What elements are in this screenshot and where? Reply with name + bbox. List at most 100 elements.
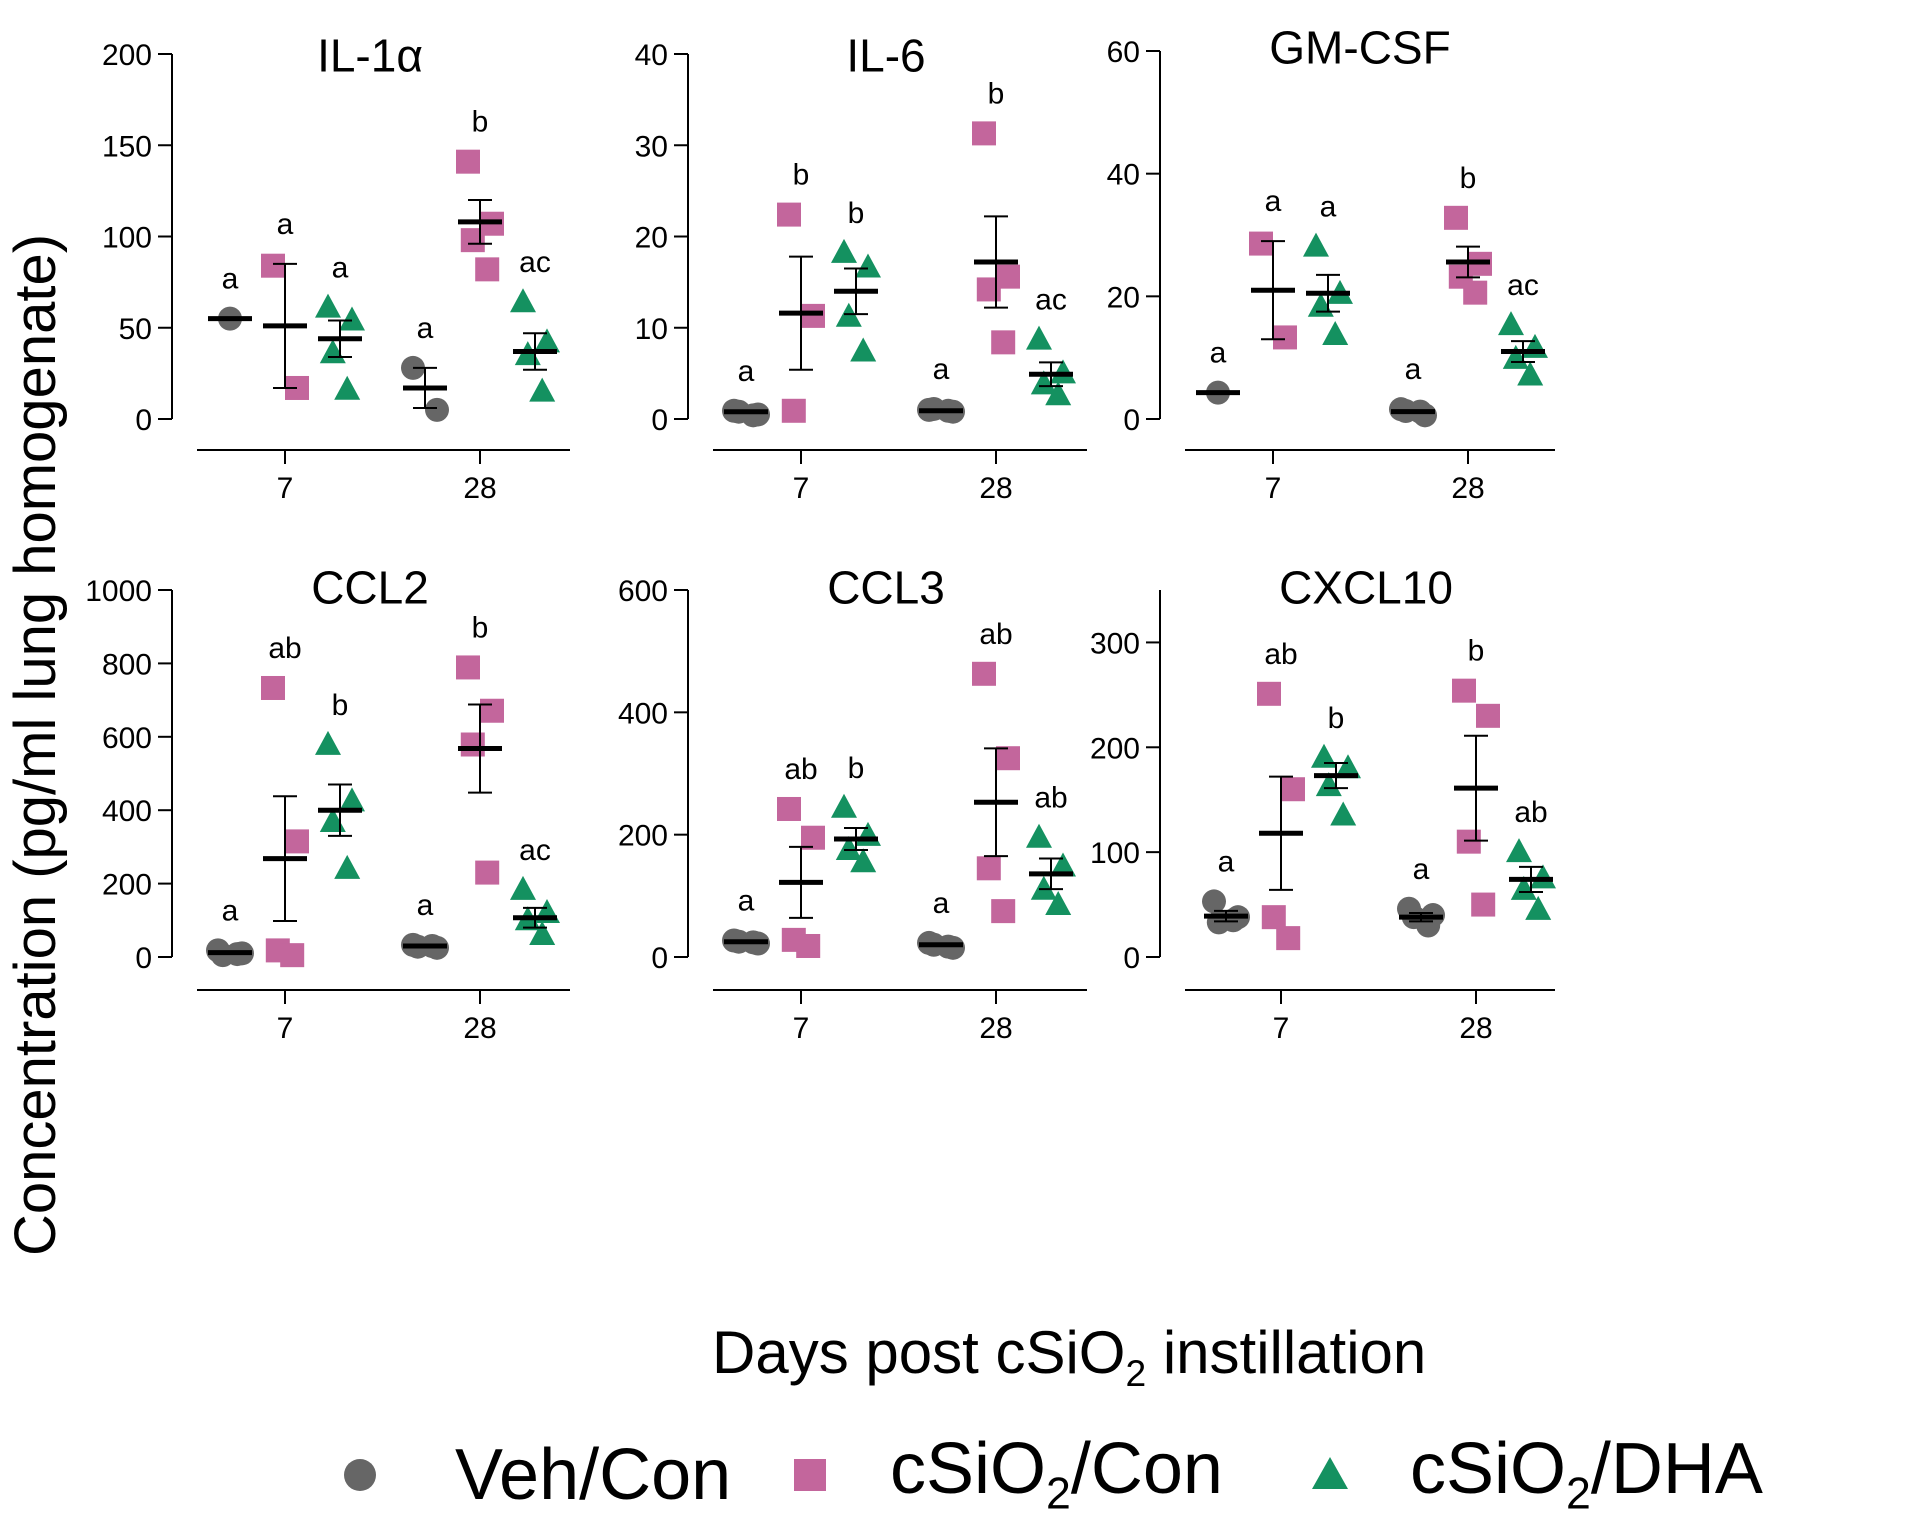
data-point-csio2-dha (1335, 754, 1361, 779)
legend-item-csio2-con: cSiO2/Con (780, 1433, 1223, 1518)
x-axis-label-sub: 2 (1125, 1352, 1147, 1395)
legend-label-csio2-con-pre: cSiO (890, 1428, 1047, 1509)
y-tick-label: 0 (1123, 404, 1140, 437)
legend-label-veh-con: Veh/Con (455, 1435, 732, 1515)
data-point-csio2-con (1273, 325, 1297, 350)
data-point-csio2-con (460, 732, 485, 757)
data-point-csio2-con (777, 796, 801, 821)
data-point-veh-con (425, 397, 449, 422)
data-point-csio2-dha (855, 821, 881, 846)
significance-letter: a (222, 263, 239, 296)
x-tick-label: 28 (1459, 1012, 1492, 1045)
data-point-csio2-con (972, 121, 996, 146)
legend-label-csio2-dha-post: /DHA (1590, 1428, 1763, 1509)
data-point-csio2-dha (850, 848, 877, 873)
y-tick-label: 100 (102, 222, 152, 255)
data-point-csio2-dha (315, 293, 341, 318)
y-tick-label: 20 (1107, 281, 1140, 314)
significance-letter: a (277, 208, 294, 241)
significance-letter: a (1218, 845, 1235, 878)
significance-letter: ac (519, 834, 551, 867)
data-point-csio2-con (1476, 703, 1500, 728)
chart-title: IL-1α (317, 30, 423, 82)
significance-letter: ab (979, 618, 1012, 651)
y-tick-label: 400 (618, 697, 668, 730)
data-point-csio2-dha (850, 337, 877, 362)
y-tick-label: 30 (635, 130, 668, 163)
data-point-csio2-dha (339, 306, 365, 331)
data-point-csio2-dha (1045, 381, 1072, 406)
data-point-csio2-con (261, 675, 285, 700)
x-axis-label: Days post cSiO2 instillation (712, 1318, 1426, 1395)
data-point-csio2-con (1456, 829, 1481, 854)
y-tick-label: 0 (651, 942, 668, 975)
data-point-csio2-dha (1050, 852, 1076, 877)
data-point-csio2-dha (339, 787, 365, 812)
data-point-csio2-con (480, 698, 504, 723)
data-point-csio2-dha (534, 328, 560, 353)
legend-circle-marker (344, 1459, 376, 1491)
y-tick-label: 800 (102, 648, 152, 681)
chart-panel-0: IL-1α 0 50 100 150 200 7 28 a a a a b ac (102, 30, 570, 505)
y-tick-label: 40 (635, 39, 668, 72)
y-tick-label: 150 (102, 130, 152, 163)
data-point-csio2-con (1452, 678, 1476, 703)
significance-letter: a (222, 894, 239, 927)
data-point-csio2-con (1257, 681, 1281, 706)
data-point-csio2-dha (319, 339, 346, 364)
x-tick-label: 7 (793, 472, 810, 505)
y-tick-label: 600 (618, 575, 668, 608)
data-point-veh-con (741, 403, 766, 428)
data-point-csio2-dha (334, 854, 361, 879)
data-point-csio2-dha (831, 238, 857, 263)
data-point-csio2-con (280, 943, 305, 968)
significance-letter: b (472, 611, 489, 644)
data-point-csio2-con (1281, 777, 1305, 802)
legend-triangle-marker (1312, 1457, 1348, 1489)
y-axis-label: Concentration (pg/ml lung homogenate) (3, 233, 68, 1257)
data-point-veh-con (1202, 889, 1226, 914)
significance-letter: b (1460, 162, 1477, 195)
y-tick-label: 0 (135, 404, 152, 437)
y-tick-label: 100 (1090, 837, 1140, 870)
data-point-csio2-dha (1026, 823, 1052, 848)
significance-letter: a (738, 355, 755, 388)
x-tick-label: 28 (979, 1012, 1012, 1045)
data-point-csio2-dha (510, 288, 536, 313)
data-point-csio2-con (1463, 280, 1488, 305)
legend-label-csio2-dha-sub: 2 (1566, 1469, 1591, 1518)
x-tick-label: 7 (1265, 472, 1282, 505)
significance-letter: a (1405, 353, 1422, 386)
data-point-csio2-dha (835, 835, 862, 860)
data-point-csio2-dha (1307, 292, 1334, 317)
chart-title: CCL3 (827, 562, 945, 614)
legend-square-marker (794, 1459, 826, 1491)
data-point-csio2-dha (529, 377, 556, 402)
y-tick-label: 0 (135, 942, 152, 975)
significance-letter: b (1468, 635, 1485, 668)
significance-letter: a (417, 889, 434, 922)
chart-panel-1: IL-6 0 10 20 30 40 7 28 a b b a b ac (635, 30, 1087, 505)
data-point-csio2-con (781, 398, 806, 423)
legend-label-csio2-con-sub: 2 (1046, 1469, 1071, 1518)
y-tick-label: 400 (102, 795, 152, 828)
significance-letter: b (988, 77, 1005, 110)
data-point-csio2-con (1261, 905, 1286, 930)
x-tick-label: 28 (463, 1012, 496, 1045)
significance-letter: a (933, 887, 950, 920)
data-point-csio2-dha (1510, 875, 1537, 900)
data-point-csio2-con (801, 825, 825, 850)
data-point-veh-con (1221, 908, 1246, 933)
data-point-csio2-dha (1517, 361, 1544, 386)
significance-letter: ac (519, 246, 551, 279)
x-tick-label: 7 (277, 1012, 294, 1045)
significance-letter: ab (1514, 796, 1547, 829)
x-tick-label: 28 (463, 472, 496, 505)
significance-letter: b (1328, 702, 1345, 735)
significance-letter: ab (1034, 782, 1067, 815)
legend-item-csio2-dha: cSiO2/DHA (1300, 1433, 1763, 1518)
data-point-csio2-con (976, 277, 1001, 302)
x-tick-label: 28 (1451, 472, 1484, 505)
